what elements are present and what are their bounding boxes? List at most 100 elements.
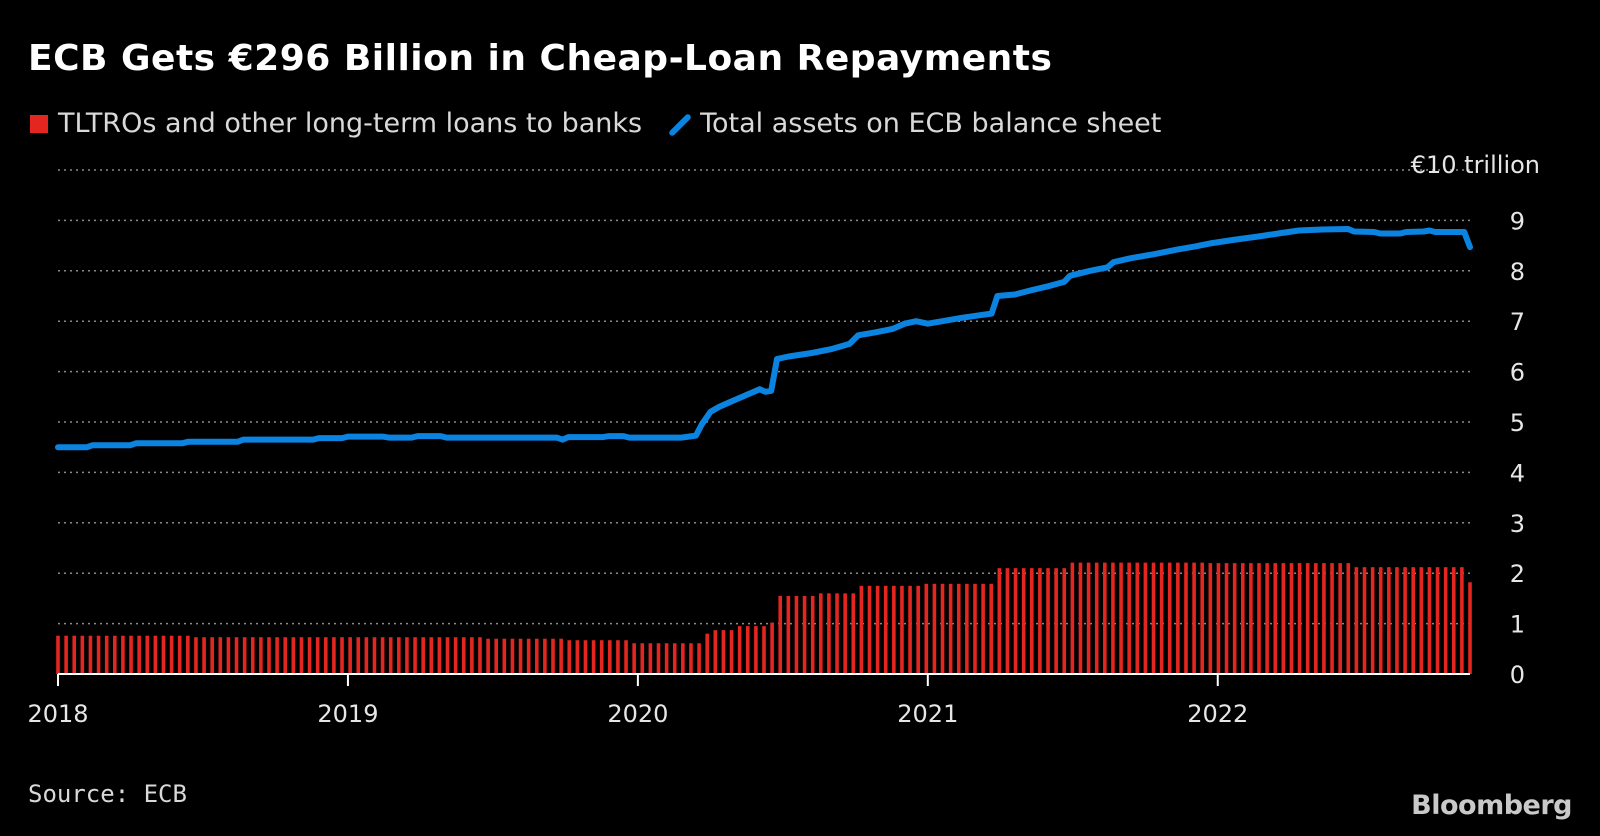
bar-98 <box>851 593 856 674</box>
y-unit-label: €10 trillion <box>1411 151 1540 179</box>
bar-100 <box>867 585 872 674</box>
bar-6 <box>104 635 109 674</box>
bar-77 <box>681 643 685 674</box>
bar-61 <box>551 638 555 674</box>
bar-71 <box>632 643 636 674</box>
bar-27 <box>275 637 279 674</box>
bar-131 <box>1119 562 1123 674</box>
bar-132 <box>1127 562 1131 674</box>
x-tick-label-2021: 2021 <box>897 700 958 728</box>
bar-157 <box>1330 563 1334 674</box>
bar-156 <box>1322 563 1326 674</box>
chart-title: ECB Gets €296 Billion in Cheap-Loan Repa… <box>28 38 1053 79</box>
y-tick-label-8: 8 <box>1510 258 1525 286</box>
bar-130 <box>1111 562 1115 674</box>
bar-49 <box>453 637 458 674</box>
legend-item-assets: Total assets on ECB balance sheet <box>664 108 1161 139</box>
bar-83 <box>729 630 734 674</box>
bar-81 <box>713 630 718 674</box>
bar-160 <box>1354 567 1359 674</box>
bar-173 <box>1460 567 1464 674</box>
bar-35 <box>340 637 344 674</box>
bar-128 <box>1094 562 1099 674</box>
bar-137 <box>1167 562 1172 674</box>
bar-92 <box>802 595 807 674</box>
bar-125 <box>1070 562 1075 674</box>
bar-94 <box>819 593 823 674</box>
bar-96 <box>835 593 839 674</box>
bar-10 <box>137 635 141 674</box>
bar-2 <box>72 635 77 674</box>
bar-46 <box>429 637 434 674</box>
bar-166 <box>1403 567 1407 674</box>
bar-170 <box>1435 567 1440 674</box>
bar-19 <box>210 637 214 674</box>
bar-18 <box>202 637 206 674</box>
bar-172 <box>1451 567 1456 674</box>
bar-24 <box>250 637 255 674</box>
bar-78 <box>689 643 693 674</box>
x-tick-label-2018: 2018 <box>27 700 88 728</box>
bar-26 <box>267 637 271 674</box>
bar-44 <box>413 637 417 674</box>
bar-62 <box>559 638 563 674</box>
bar-171 <box>1443 567 1448 674</box>
bar-165 <box>1395 567 1399 674</box>
bar-12 <box>153 635 158 674</box>
bar-115 <box>989 583 994 674</box>
bar-40 <box>380 637 385 674</box>
bar-110 <box>948 583 953 674</box>
bar-16 <box>186 635 190 674</box>
legend-swatch-loans <box>30 114 48 133</box>
line-series-assets <box>55 226 1473 451</box>
bar-4 <box>88 635 93 674</box>
bar-162 <box>1370 567 1375 674</box>
bar-43 <box>405 637 409 674</box>
bar-1 <box>64 635 68 674</box>
bar-33 <box>323 637 328 674</box>
bar-32 <box>315 637 320 674</box>
bar-163 <box>1378 567 1383 674</box>
bar-138 <box>1176 562 1180 674</box>
legend-label-loans: TLTROs and other long-term loans to bank… <box>58 108 643 139</box>
bar-95 <box>827 593 831 674</box>
bar-143 <box>1216 563 1221 674</box>
bar-47 <box>437 637 442 674</box>
bar-90 <box>786 595 791 674</box>
bar-169 <box>1427 567 1432 674</box>
bar-122 <box>1046 568 1050 674</box>
bar-7 <box>113 635 117 674</box>
bar-101 <box>875 585 880 674</box>
bar-64 <box>575 640 580 674</box>
bloomberg-logo: Bloomberg <box>1411 790 1572 821</box>
bar-3 <box>80 635 85 674</box>
bar-155 <box>1314 563 1318 674</box>
bar-103 <box>892 585 896 674</box>
bar-174 <box>1468 582 1472 674</box>
bar-59 <box>534 638 539 674</box>
bar-60 <box>543 638 547 674</box>
bar-73 <box>648 643 653 674</box>
bar-85 <box>745 626 750 674</box>
bar-80 <box>705 633 709 674</box>
bar-89 <box>778 595 783 674</box>
bar-158 <box>1338 563 1342 674</box>
bar-136 <box>1159 562 1164 674</box>
bar-111 <box>956 583 961 674</box>
bar-102 <box>883 585 888 674</box>
bar-134 <box>1143 562 1148 674</box>
bar-87 <box>762 626 766 674</box>
bar-9 <box>129 635 133 674</box>
bar-167 <box>1411 567 1415 674</box>
bar-108 <box>932 583 937 674</box>
bar-75 <box>664 643 669 674</box>
bar-11 <box>145 635 150 674</box>
bar-48 <box>445 637 450 674</box>
y-tick-label-2: 2 <box>1510 560 1525 588</box>
bar-54 <box>494 638 499 674</box>
bar-114 <box>981 583 985 674</box>
bar-29 <box>291 637 296 674</box>
bar-20 <box>218 637 223 674</box>
bar-28 <box>283 637 288 674</box>
bar-133 <box>1135 562 1140 674</box>
